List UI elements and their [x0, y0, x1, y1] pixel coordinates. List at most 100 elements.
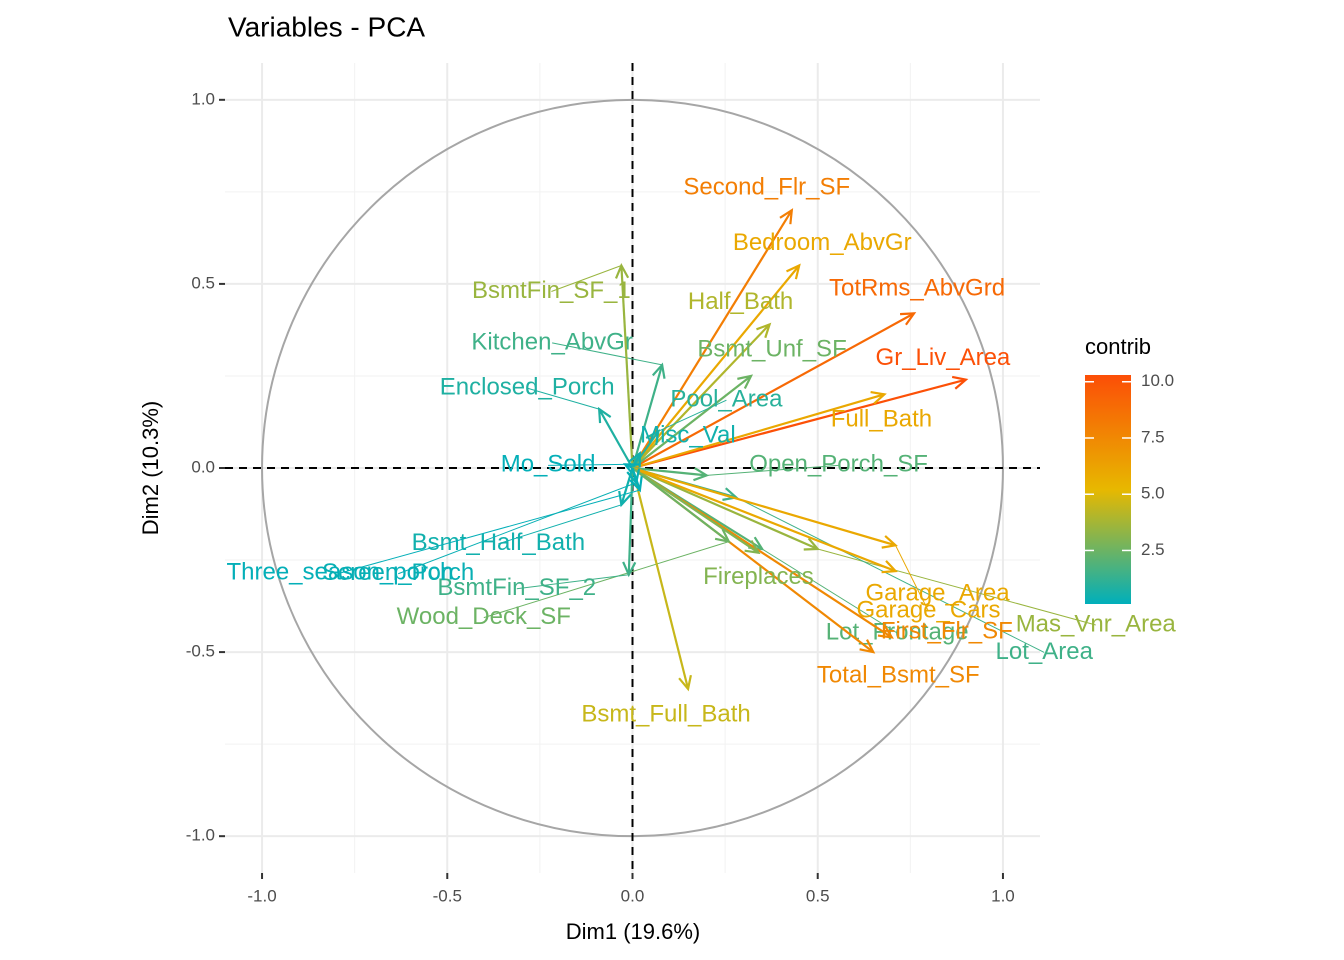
arrow-shaft — [631, 264, 801, 469]
variable-arrow: TotRms_AbvGrd — [631, 275, 1005, 469]
variable-label: TotRms_AbvGrd — [829, 275, 1005, 302]
variable-arrow: BsmtFin_SF_1 — [472, 262, 634, 469]
arrow-shaft — [631, 467, 690, 690]
variable-arrow: Wood_Deck_SF — [397, 467, 731, 630]
arrow-shaft — [631, 430, 660, 469]
arrow-head — [744, 540, 761, 555]
label-leader — [658, 399, 727, 432]
variable-label: Gr_Liv_Area — [876, 344, 1011, 371]
arrow-head — [626, 468, 641, 486]
variable-label: Misc_Val — [640, 422, 736, 449]
legend-title: contrib — [1085, 334, 1151, 359]
arrow-shaft — [631, 209, 793, 469]
arrow-shaft — [627, 467, 634, 575]
arrow-shaft — [632, 466, 896, 573]
variable-arrow: Screen_Porch — [322, 467, 641, 586]
x-tick-label: 0.0 — [621, 886, 645, 905]
variable-arrow: Bsmt_Half_Bath — [412, 467, 634, 556]
variable-arrow: Kitchen_AbvGr — [471, 328, 666, 469]
arrow-head — [877, 624, 894, 639]
x-axis-label: Dim1 (19.6%) — [566, 919, 700, 944]
label-leader — [339, 489, 641, 574]
x-tick-label: 1.0 — [991, 886, 1015, 905]
variable-label: Open_Porch_SF — [749, 451, 928, 478]
label-leader — [736, 497, 1045, 653]
variable-label: Bedroom_AbvGr — [733, 229, 912, 256]
variable-arrow: Mo_Sold — [501, 451, 640, 478]
legend-tick-label: 5.0 — [1141, 484, 1165, 503]
variable-label: Lot_Area — [996, 638, 1094, 665]
arrow-shaft — [632, 466, 819, 551]
variable-label: Fireplaces — [703, 563, 814, 590]
arrow-head — [881, 535, 898, 549]
arrow-shaft — [632, 393, 885, 470]
arrow-head — [859, 639, 876, 654]
label-leader — [498, 504, 622, 545]
variable-arrow: Fireplaces — [631, 467, 814, 590]
arrow-head — [900, 312, 917, 326]
legend-tick-label: 7.5 — [1141, 427, 1165, 446]
arrow-shaft — [631, 467, 638, 483]
y-tick-label: -1.0 — [186, 826, 215, 845]
variable-arrow: Pool_Area — [631, 386, 783, 469]
arrow-head — [803, 537, 821, 551]
arrow-shaft — [632, 466, 896, 547]
x-tick-label: 0.5 — [806, 886, 830, 905]
y-axis-label: Dim2 (10.3%) — [138, 401, 163, 535]
arrow-shaft — [631, 467, 760, 554]
variable-arrow: Gr_Liv_Area — [632, 344, 1011, 470]
label-leader — [398, 482, 637, 575]
arrow-head — [870, 390, 887, 405]
variable-label: Half_Bath — [688, 288, 793, 315]
variable-label: Garage_Area — [865, 579, 1010, 606]
variable-arrow: Garage_Area — [632, 466, 1010, 606]
variable-label: Screen_Porch — [322, 559, 474, 586]
arrow-head — [756, 322, 772, 339]
label-leader — [552, 342, 663, 366]
y-tick-label: 1.0 — [191, 89, 215, 108]
legend-tick-label: 10.0 — [1141, 371, 1174, 390]
arrow-head — [678, 674, 692, 692]
y-tick-label: 0.0 — [191, 457, 215, 476]
variable-arrow: BsmtFin_SF_2 — [437, 467, 637, 601]
variable-label: Second_Flr_SF — [683, 174, 850, 201]
legend-colorbar — [1085, 375, 1131, 604]
arrow-head — [737, 374, 754, 389]
label-leader — [551, 265, 622, 292]
label-leader — [516, 574, 629, 590]
variable-label: Bsmt_Unf_SF — [697, 335, 846, 362]
label-leader — [761, 548, 898, 634]
y-tick-label: -0.5 — [186, 642, 215, 661]
variable-arrow: Bsmt_Unf_SF — [631, 335, 847, 469]
label-leader — [548, 463, 626, 466]
arrow-shaft — [631, 364, 664, 469]
label-leader — [483, 541, 729, 619]
variable-label: BsmtFin_SF_2 — [437, 574, 596, 601]
label-leader — [527, 387, 600, 410]
arrow-shaft — [631, 312, 915, 469]
variable-label: Garage_Cars — [856, 597, 1000, 624]
arrow-shaft — [631, 467, 730, 543]
x-tick-label: -0.5 — [433, 886, 462, 905]
variable-label: Lot_Frontage — [826, 618, 969, 645]
variable-label: Three_season_porch — [226, 558, 453, 585]
variable-arrow: Misc_Val — [628, 422, 736, 469]
label-leader — [706, 464, 839, 476]
variable-label: Bsmt_Half_Bath — [412, 529, 585, 556]
variable-arrow: Bsmt_Full_Bath — [581, 467, 751, 727]
variable-arrow: Mas_Vnr_Area — [632, 466, 1176, 637]
variable-arrow: Open_Porch_SF — [632, 451, 928, 482]
variable-label: Bsmt_Full_Bath — [581, 700, 750, 727]
variable-arrow: Enclosed_Porch — [440, 373, 634, 469]
arrow-shaft — [631, 452, 641, 469]
variable-label: Kitchen_AbvGr — [471, 328, 632, 355]
y-tick-label: 0.5 — [191, 273, 215, 292]
variable-label: Enclosed_Porch — [440, 373, 615, 400]
x-tick-label: -1.0 — [247, 886, 276, 905]
arrow-shaft — [598, 408, 634, 469]
variable-label: First_Flr_SF — [881, 618, 1013, 645]
label-leader — [895, 545, 929, 612]
arrow-head — [779, 208, 794, 225]
arrow-shaft — [632, 378, 967, 470]
